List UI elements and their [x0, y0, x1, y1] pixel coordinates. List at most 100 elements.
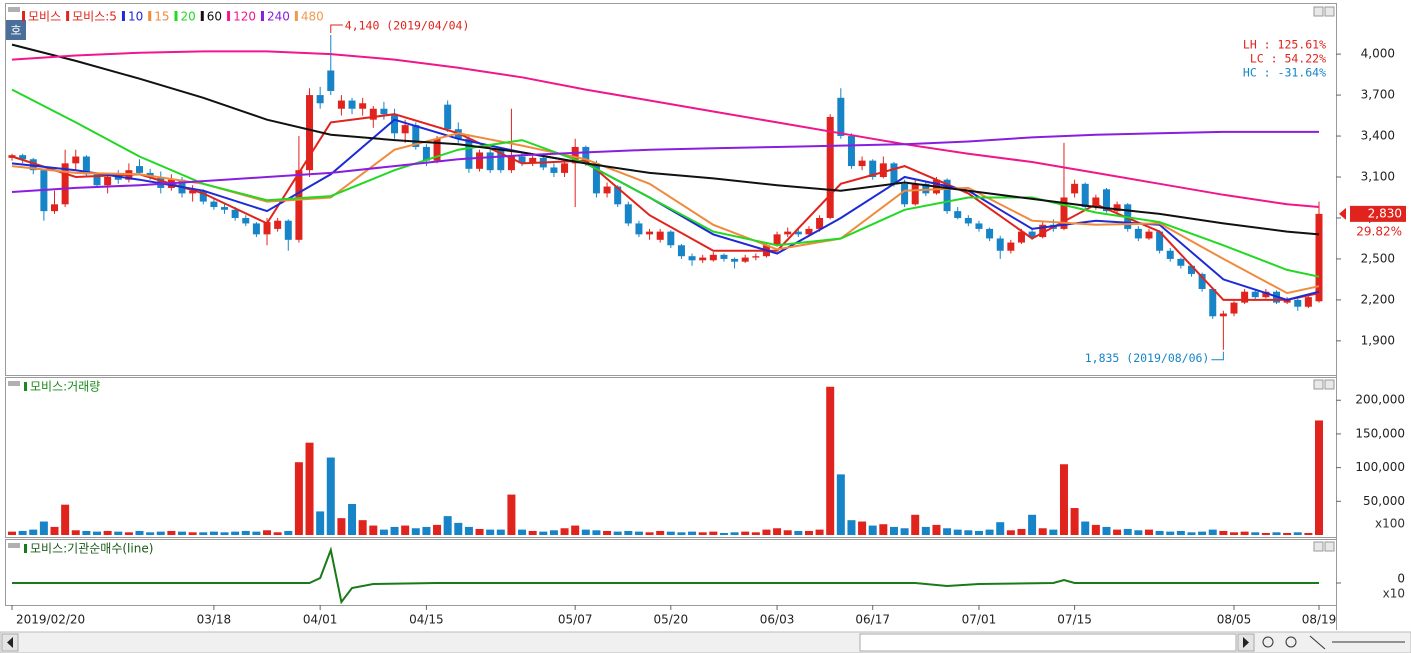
candle-body: [975, 223, 983, 229]
candle-body: [614, 186, 622, 205]
candle-body: [901, 183, 909, 205]
badge[interactable]: [6, 20, 26, 40]
candle-body: [709, 254, 717, 261]
candle-body: [93, 174, 101, 186]
candle-body: [720, 254, 728, 259]
volume-bar: [826, 386, 835, 535]
volume-bar: [879, 524, 888, 535]
candle-body: [465, 138, 473, 169]
volume-bar: [358, 520, 367, 535]
zoom-out[interactable]: [1262, 636, 1274, 648]
volume-bar: [1176, 530, 1185, 535]
candle-body: [486, 152, 494, 171]
volume-bar: [1261, 532, 1270, 535]
y-tick-label: 3,400: [1361, 129, 1395, 143]
panel-button[interactable]: [1324, 6, 1335, 17]
candle-body: [295, 170, 303, 240]
candle-body: [359, 103, 367, 109]
candle-body: [890, 163, 898, 184]
volume-bar: [932, 524, 941, 535]
annotation: 1,835 (2019/08/06): [1085, 351, 1210, 365]
panel-button[interactable]: [1324, 541, 1335, 552]
institution-line: [12, 546, 1319, 605]
volume-bar: [39, 521, 48, 535]
badge-text: 호: [10, 24, 21, 38]
volume-bar: [719, 532, 728, 535]
candle-body: [72, 156, 80, 164]
volume-bar: [284, 530, 293, 535]
arrow-icon: [1243, 637, 1249, 648]
candle-body: [369, 108, 377, 120]
legend-label: 60: [207, 10, 222, 24]
pan-tool[interactable]: [1309, 635, 1326, 650]
candle-body: [922, 183, 930, 194]
candle-body: [964, 217, 972, 224]
volume-bar: [61, 504, 70, 535]
candle-body: [1294, 299, 1302, 307]
volume-bar: [124, 532, 133, 535]
volume-bar: [326, 457, 335, 535]
legend-label: 20: [181, 10, 196, 24]
candle-body: [816, 217, 824, 229]
volume-bar: [8, 531, 16, 535]
annotation-arrow: [1211, 351, 1224, 361]
volume-bar: [868, 525, 877, 535]
candle-body: [189, 190, 197, 194]
panel-title: 모비스:거래량: [30, 380, 100, 394]
candle-body: [507, 156, 515, 171]
scroll-thumb[interactable]: [859, 633, 1237, 652]
candle-body: [805, 228, 813, 235]
legend-marker: [66, 11, 70, 21]
x-tick-label: 04/15: [409, 613, 444, 627]
volume-bar: [709, 531, 718, 535]
panel-button[interactable]: [1324, 379, 1335, 390]
candle-body: [1304, 297, 1312, 307]
candle-body: [1156, 231, 1164, 251]
volume-bar: [1028, 514, 1037, 535]
candle-body: [784, 231, 792, 235]
candle-body: [380, 108, 388, 115]
candle-body: [1102, 189, 1110, 212]
candle-body: [741, 257, 749, 262]
legend-marker: [260, 11, 264, 21]
volume-bar: [1166, 531, 1175, 535]
volume-bar: [921, 526, 930, 535]
volume-bar: [507, 494, 516, 535]
zoom-in[interactable]: [1285, 636, 1297, 648]
candle-body: [231, 209, 239, 218]
candle-body: [1039, 224, 1047, 238]
candle-body: [242, 217, 250, 224]
volume-bar: [889, 526, 898, 535]
volume-bar: [1038, 528, 1047, 535]
y-tick-label: 0: [1397, 572, 1405, 586]
candle-body: [1134, 228, 1142, 239]
volume-bar: [783, 530, 792, 535]
candle-body: [1028, 231, 1036, 238]
panel-icon: [8, 543, 20, 548]
legend-marker: [22, 11, 25, 21]
volume-bar: [209, 531, 218, 535]
candle-body: [688, 256, 696, 261]
volume-bar: [613, 531, 622, 535]
volume-bar: [273, 532, 282, 535]
legend-marker: [174, 11, 178, 21]
x-tick-label: 2019/02/20: [16, 613, 85, 627]
legend-label: 모비스: [28, 10, 61, 24]
candle-body: [1177, 258, 1185, 266]
panel-button[interactable]: [1313, 6, 1324, 17]
volume-bar: [1304, 532, 1313, 535]
candle-body: [306, 95, 314, 171]
ma-line: [11, 43, 1320, 236]
volume-bar: [624, 530, 633, 535]
volume-bar: [1081, 521, 1090, 535]
panel-button[interactable]: [1313, 541, 1324, 552]
candle-body: [1187, 265, 1195, 274]
candle-body: [773, 234, 781, 246]
candle-body: [529, 157, 537, 164]
candle-body: [879, 163, 887, 178]
volume-bar: [348, 504, 357, 535]
y-tick-label: 1,900: [1361, 333, 1395, 347]
volume-bar: [1208, 529, 1217, 535]
panel-button[interactable]: [1313, 379, 1324, 390]
